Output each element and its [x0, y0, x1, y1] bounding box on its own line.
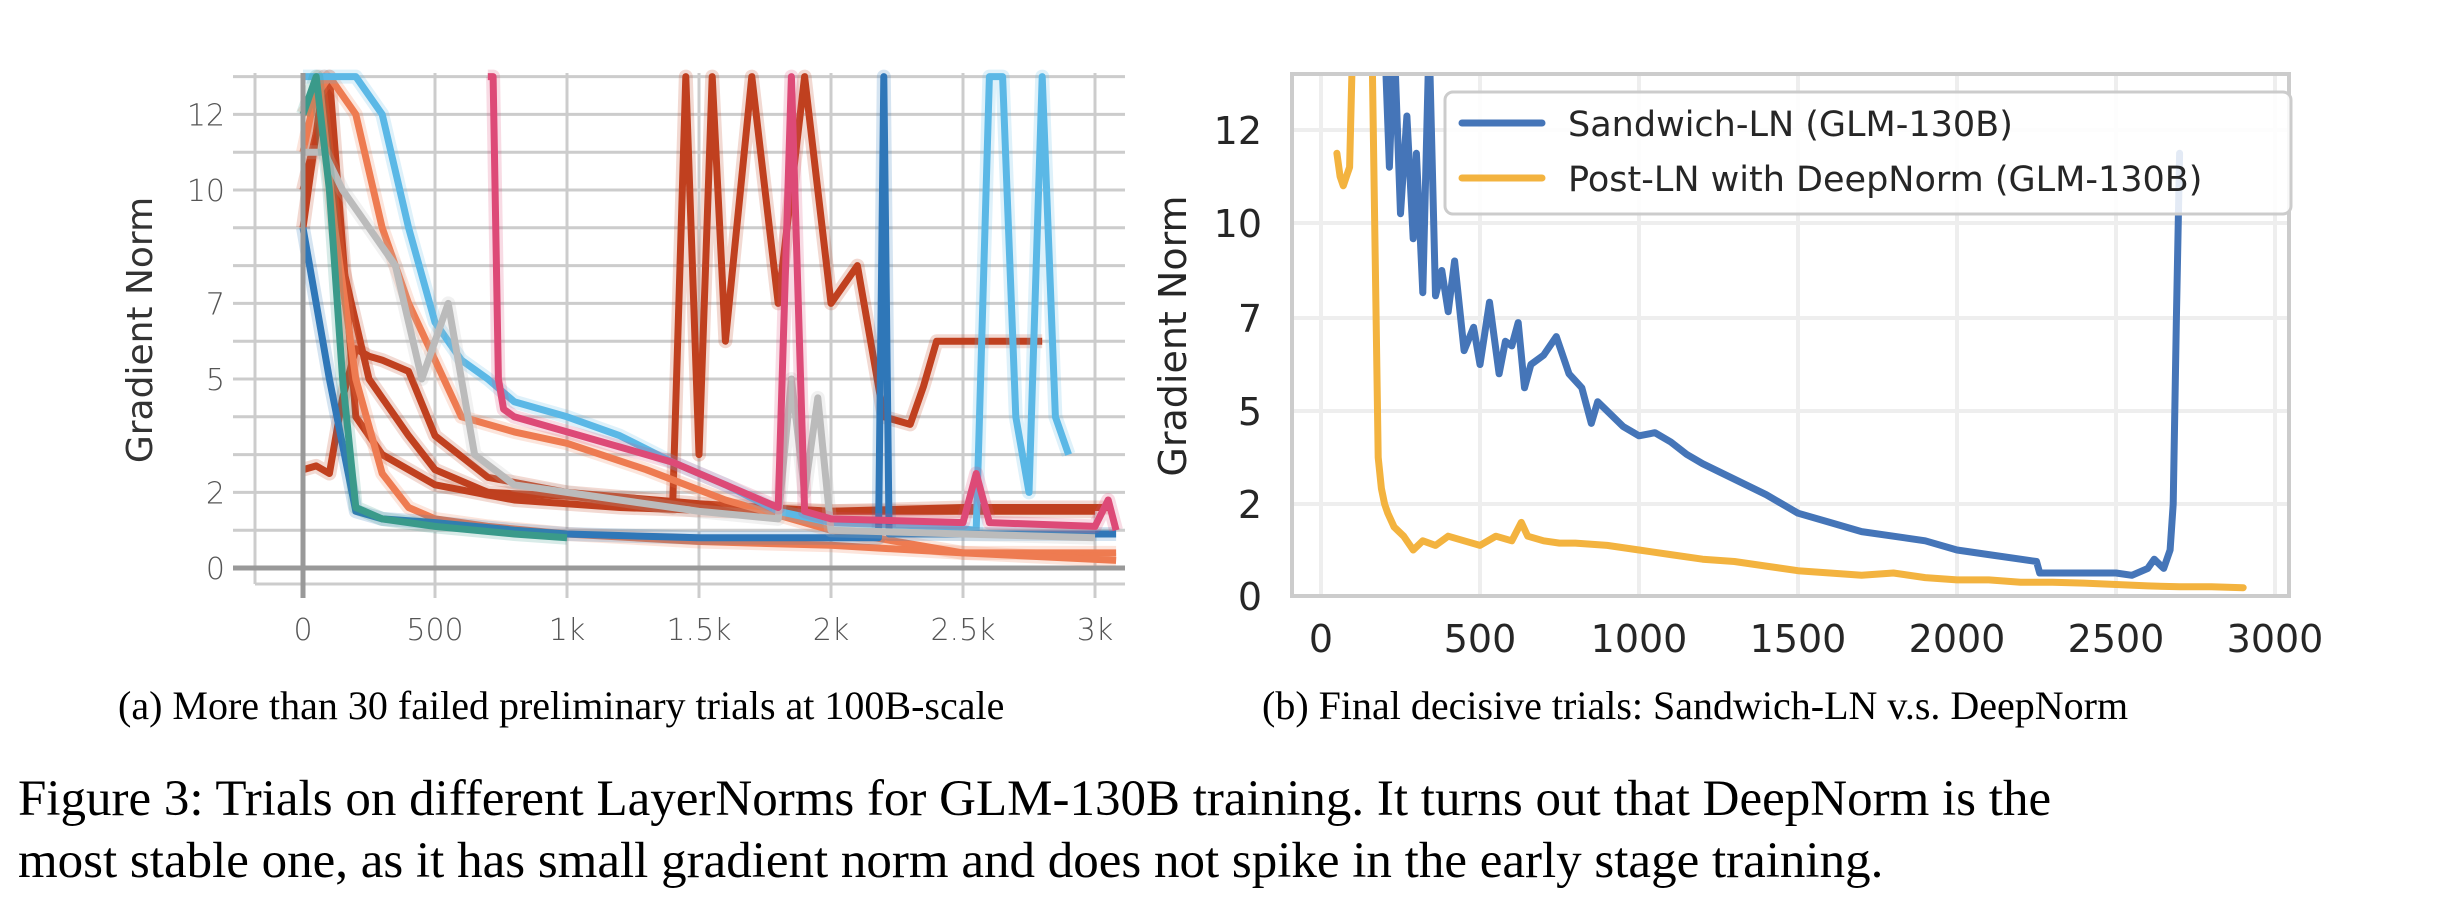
right-ticks: 0 2 5 7 10 12 0 500 1000 1500 2000 2500 3000: [1214, 109, 2324, 660]
right-lines: [1290, 72, 2291, 598]
right-ytick-label: 12: [1214, 109, 1262, 153]
legend-label-deepnorm: Post-LN with DeepNorm (GLM-130B): [1568, 160, 2202, 200]
left-xtick-label: 1k: [549, 613, 585, 648]
left-xtick-label: 3k: [1077, 613, 1113, 648]
right-ytick-label: 10: [1214, 202, 1262, 246]
subcaption-b: (b) Final decisive trials: Sandwich-LN v…: [1262, 683, 2129, 728]
left-y-axis-label: Gradient Norm: [120, 197, 161, 463]
right-xtick-label: 2500: [2068, 617, 2165, 660]
legend: Sandwich-LN (GLM-130B) Post-LN with Deep…: [1443, 90, 2293, 216]
left-axes: [233, 73, 1125, 598]
series-line-sandwich-ln: [1382, 74, 2184, 579]
subcaption-a: (a) More than 30 failed preliminary tria…: [118, 683, 1005, 728]
right-ytick-label: 7: [1238, 297, 1262, 341]
left-ytick-label: 5: [206, 363, 225, 398]
legend-label-sandwich-ln: Sandwich-LN (GLM-130B): [1568, 105, 2013, 145]
left-xtick-label: 2.5k: [930, 613, 995, 648]
right-frame: [1290, 72, 2291, 598]
right-xtick-label: 3000: [2227, 617, 2324, 660]
left-series-line-trial-gray-1: [303, 148, 1096, 542]
left-ytick-label: 0: [206, 552, 225, 587]
legend-box: [1443, 90, 2293, 216]
left-xtick-label: 0: [293, 613, 312, 648]
left-ticks: 0 2 5 7 10 12 0 500 1k 1.5k 2k 2.5k 3k: [187, 98, 1113, 648]
figure-caption-line-1: Figure 3: Trials on different LayerNorms…: [18, 771, 2052, 827]
right-xtick-label: 0: [1309, 617, 1333, 660]
right-xtick-label: 1000: [1591, 617, 1688, 660]
left-chart: 0 2 5 7 10 12 0 500 1k 1.5k 2k 2.5k 3k Gradient Norm: [120, 69, 1125, 648]
right-ytick-label: 5: [1238, 390, 1262, 434]
left-lines: [296, 69, 1123, 568]
left-series-line-trial-teal-1: [299, 73, 568, 542]
left-ytick-label: 12: [187, 98, 225, 133]
right-xtick-label: 2000: [1909, 617, 2006, 660]
right-ytick-label: 2: [1238, 483, 1262, 527]
figure-caption-line-2: most stable one, as it has small gradien…: [18, 833, 1884, 889]
left-xtick-label: 2k: [813, 613, 849, 648]
left-ytick-label: 7: [206, 287, 225, 322]
right-xtick-label: 1500: [1750, 617, 1847, 660]
left-xtick-label: 500: [406, 613, 463, 648]
right-ytick-label: 0: [1238, 575, 1262, 619]
left-series-line-trial-pink-1: [487, 73, 1120, 532]
series-line-deepnorm: [1333, 74, 2247, 592]
left-ytick-label: 2: [206, 476, 225, 511]
left-ytick-label: 10: [187, 174, 225, 209]
right-chart: 0 2 5 7 10 12 0 500 1000 1500 2000 2500 3000 Gradien…: [1151, 72, 2324, 660]
right-y-axis-label: Gradient Norm: [1151, 195, 1195, 476]
left-xtick-label: 1.5k: [666, 613, 731, 648]
right-xtick-label: 500: [1444, 617, 1517, 660]
